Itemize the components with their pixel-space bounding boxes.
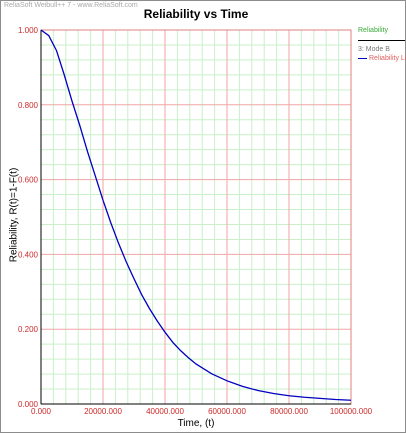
major-grid — [41, 30, 351, 404]
y-tick-labels: 0.000 0.200 0.400 0.600 0.800 1.000 — [18, 26, 39, 409]
chart-title: Reliability vs Time — [143, 7, 249, 21]
x-tick-label: 80000.000 — [270, 407, 308, 416]
legend-entry: Reliability Line — [358, 54, 406, 63]
x-tick-labels: 0.000 20000.000 40000.000 60000.000 80000.00… — [31, 407, 373, 416]
x-axis-label: Time, (t) — [177, 418, 215, 429]
y-tick-label: 1.000 — [18, 26, 39, 35]
legend-group-label: 3: Mode B — [358, 46, 390, 53]
plot-border — [40, 29, 352, 405]
legend-line-swatch — [358, 58, 367, 59]
reliability-line — [40, 29, 352, 401]
watermark: ReliaSoft Weibull++ 7 - www.ReliaSoft.co… — [4, 2, 138, 9]
series-group — [40, 29, 352, 401]
y-tick-label: 0.600 — [18, 176, 39, 185]
legend-divider — [358, 40, 405, 41]
x-tick-label: 0.000 — [31, 407, 52, 416]
y-tick-label: 0.200 — [18, 325, 39, 334]
y-tick-label: 0.800 — [18, 101, 39, 110]
x-tick-label: 60000.000 — [208, 407, 246, 416]
x-tick-label: 100000.000 — [330, 407, 373, 416]
minor-grid — [41, 30, 351, 404]
x-tick-label: 40000.000 — [146, 407, 184, 416]
y-tick-label: 0.000 — [18, 400, 39, 409]
legend-series-label: Reliability Line — [369, 55, 406, 62]
y-tick-label: 0.400 — [18, 250, 39, 259]
legend-title: Reliability — [358, 27, 388, 34]
legend: Reliability 3: Mode B Reliability Line — [358, 26, 406, 63]
axes — [40, 29, 352, 405]
y-axis-label: Reliability, R(t)=1-F(t) — [8, 167, 20, 263]
x-tick-label: 20000.000 — [84, 407, 122, 416]
